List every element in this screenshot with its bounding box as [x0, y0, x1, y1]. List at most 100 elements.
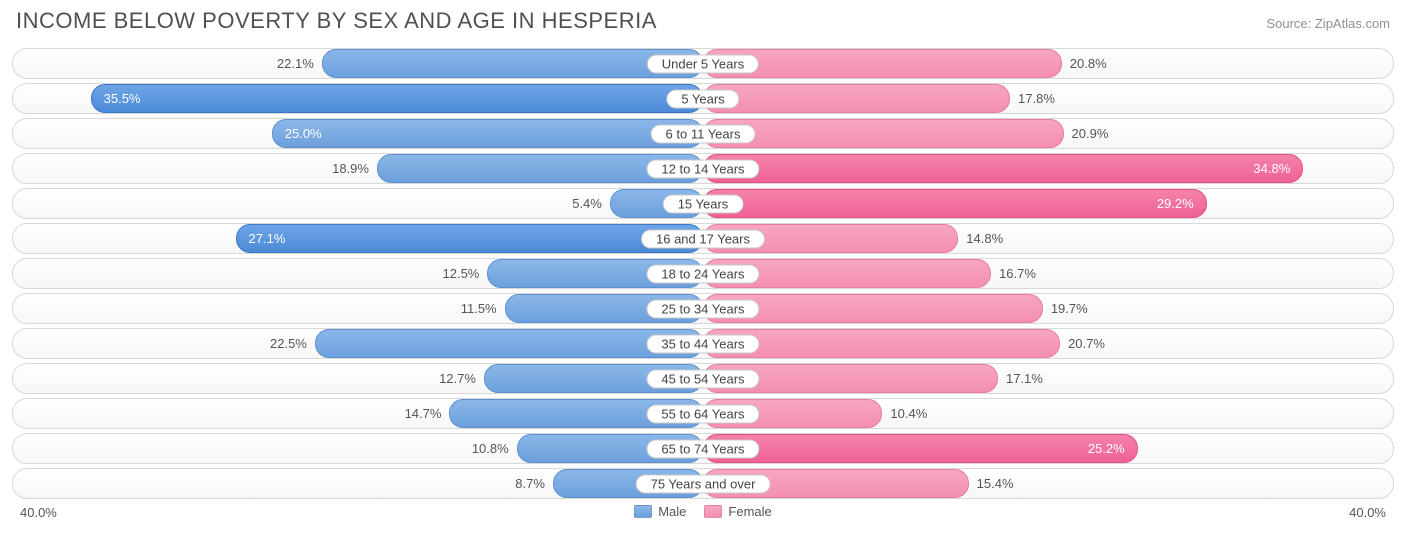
- male-half: 35.5%: [13, 84, 703, 113]
- female-half: 16.7%: [703, 259, 1393, 288]
- female-value-label: 20.9%: [1072, 126, 1109, 141]
- chart-row: 27.1% 14.8% 16 and 17 Years: [12, 223, 1394, 254]
- category-label: 35 to 44 Years: [646, 334, 759, 353]
- male-value-label: 12.7%: [439, 371, 476, 386]
- male-swatch-icon: [634, 505, 652, 518]
- chart-title: INCOME BELOW POVERTY BY SEX AND AGE IN H…: [16, 8, 657, 34]
- female-half: 19.7%: [703, 294, 1393, 323]
- category-label: 65 to 74 Years: [646, 439, 759, 458]
- chart-source: Source: ZipAtlas.com: [1266, 16, 1390, 31]
- female-half: 34.8%: [703, 154, 1393, 183]
- male-half: 22.1%: [13, 49, 703, 78]
- chart-row: 14.7% 10.4% 55 to 64 Years: [12, 398, 1394, 429]
- female-value-label: 20.8%: [1070, 56, 1107, 71]
- female-value-label: 17.8%: [1018, 91, 1055, 106]
- axis-left-label: 40.0%: [20, 505, 57, 520]
- female-value-label: 16.7%: [999, 266, 1036, 281]
- chart-row: 11.5% 19.7% 25 to 34 Years: [12, 293, 1394, 324]
- female-half: 17.8%: [703, 84, 1393, 113]
- male-bar: 35.5%: [91, 84, 703, 113]
- category-label: 16 and 17 Years: [641, 229, 765, 248]
- male-value-label: 25.0%: [285, 126, 322, 141]
- male-value-label: 35.5%: [104, 91, 141, 106]
- male-value-label: 22.5%: [270, 336, 307, 351]
- category-label: 45 to 54 Years: [646, 369, 759, 388]
- female-bar: [703, 119, 1064, 148]
- male-half: 10.8%: [13, 434, 703, 463]
- female-bar: [703, 84, 1010, 113]
- female-half: 25.2%: [703, 434, 1393, 463]
- chart-row: 10.8% 25.2% 65 to 74 Years: [12, 433, 1394, 464]
- male-half: 5.4%: [13, 189, 703, 218]
- category-label: 5 Years: [666, 89, 739, 108]
- male-half: 25.0%: [13, 119, 703, 148]
- male-value-label: 11.5%: [461, 301, 497, 316]
- female-value-label: 29.2%: [1157, 196, 1194, 211]
- female-value-label: 14.8%: [966, 231, 1003, 246]
- category-label: 75 Years and over: [636, 474, 771, 493]
- category-label: 15 Years: [663, 194, 744, 213]
- female-bar: 25.2%: [703, 434, 1138, 463]
- male-value-label: 18.9%: [332, 161, 369, 176]
- legend-female-label: Female: [728, 504, 771, 519]
- female-half: 17.1%: [703, 364, 1393, 393]
- category-label: 55 to 64 Years: [646, 404, 759, 423]
- male-half: 22.5%: [13, 329, 703, 358]
- female-bar: 29.2%: [703, 189, 1207, 218]
- legend-item-female: Female: [704, 504, 771, 519]
- female-bar: 34.8%: [703, 154, 1303, 183]
- chart-header: INCOME BELOW POVERTY BY SEX AND AGE IN H…: [12, 8, 1394, 34]
- female-half: 20.8%: [703, 49, 1393, 78]
- axis-right-label: 40.0%: [1349, 505, 1386, 520]
- chart-row: 22.1% 20.8% Under 5 Years: [12, 48, 1394, 79]
- chart-row: 18.9% 34.8% 12 to 14 Years: [12, 153, 1394, 184]
- legend-male-label: Male: [658, 504, 686, 519]
- female-half: 29.2%: [703, 189, 1393, 218]
- butterfly-chart: 22.1% 20.8% Under 5 Years 35.5% 17.8% 5 Years…: [12, 48, 1394, 499]
- female-half: 14.8%: [703, 224, 1393, 253]
- female-value-label: 34.8%: [1253, 161, 1290, 176]
- category-label: 25 to 34 Years: [646, 299, 759, 318]
- male-bar: [315, 329, 703, 358]
- chart-row: 5.4% 29.2% 15 Years: [12, 188, 1394, 219]
- male-half: 12.7%: [13, 364, 703, 393]
- male-value-label: 8.7%: [515, 476, 545, 491]
- female-value-label: 17.1%: [1006, 371, 1043, 386]
- female-half: 15.4%: [703, 469, 1393, 498]
- chart-row: 35.5% 17.8% 5 Years: [12, 83, 1394, 114]
- male-half: 18.9%: [13, 154, 703, 183]
- female-half: 20.9%: [703, 119, 1393, 148]
- chart-row: 12.5% 16.7% 18 to 24 Years: [12, 258, 1394, 289]
- chart-row: 25.0% 20.9% 6 to 11 Years: [12, 118, 1394, 149]
- male-half: 12.5%: [13, 259, 703, 288]
- female-value-label: 15.4%: [977, 476, 1014, 491]
- female-value-label: 10.4%: [890, 406, 927, 421]
- male-value-label: 14.7%: [405, 406, 442, 421]
- legend-item-male: Male: [634, 504, 686, 519]
- female-value-label: 25.2%: [1088, 441, 1125, 456]
- male-value-label: 27.1%: [249, 231, 286, 246]
- female-value-label: 19.7%: [1051, 301, 1088, 316]
- category-label: 12 to 14 Years: [646, 159, 759, 178]
- female-value-label: 20.7%: [1068, 336, 1105, 351]
- category-label: 18 to 24 Years: [646, 264, 759, 283]
- female-half: 10.4%: [703, 399, 1393, 428]
- male-value-label: 12.5%: [443, 266, 480, 281]
- male-value-label: 10.8%: [472, 441, 509, 456]
- category-label: Under 5 Years: [647, 54, 759, 73]
- legend: Male Female: [12, 504, 1394, 519]
- male-half: 11.5%: [13, 294, 703, 323]
- male-value-label: 5.4%: [572, 196, 602, 211]
- male-bar: 27.1%: [236, 224, 703, 253]
- male-bar: 25.0%: [272, 119, 703, 148]
- male-half: 8.7%: [13, 469, 703, 498]
- chart-row: 12.7% 17.1% 45 to 54 Years: [12, 363, 1394, 394]
- female-swatch-icon: [704, 505, 722, 518]
- chart-row: 8.7% 15.4% 75 Years and over: [12, 468, 1394, 499]
- category-label: 6 to 11 Years: [651, 124, 756, 143]
- male-half: 14.7%: [13, 399, 703, 428]
- male-half: 27.1%: [13, 224, 703, 253]
- chart-row: 22.5% 20.7% 35 to 44 Years: [12, 328, 1394, 359]
- male-value-label: 22.1%: [277, 56, 314, 71]
- female-half: 20.7%: [703, 329, 1393, 358]
